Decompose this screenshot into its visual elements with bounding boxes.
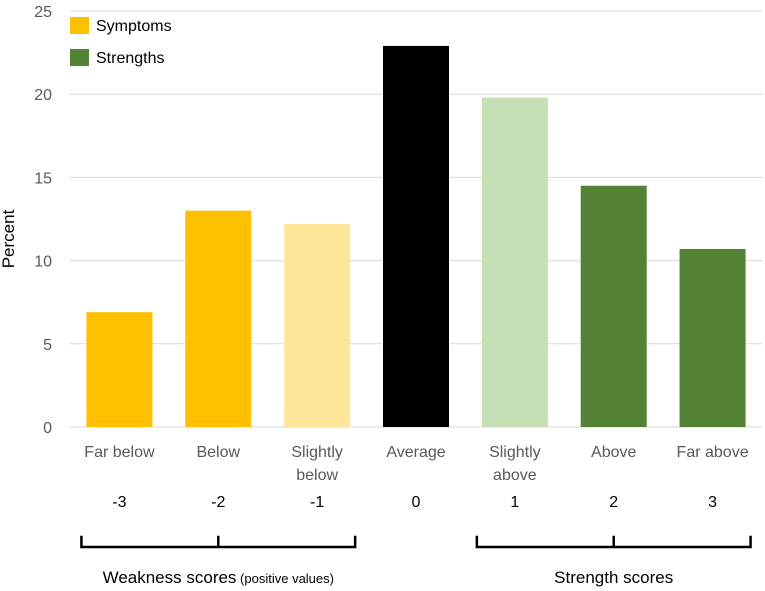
- score-label: 0: [412, 494, 421, 511]
- legend-label: Strengths: [96, 50, 164, 67]
- group-bracket: [80, 535, 357, 549]
- y-axis-ticks: 0 5 10 15 20 25: [34, 4, 52, 437]
- score-label: 2: [609, 494, 618, 511]
- y-axis-label: Percent: [0, 209, 18, 268]
- x-axis-labels: Far below Below Slightly below Average Slight…: [84, 444, 748, 484]
- group-label: Strength scores: [554, 568, 673, 587]
- y-tick-label: 5: [43, 337, 52, 354]
- score-label: -1: [310, 494, 324, 511]
- bar: [86, 312, 153, 427]
- bar: [185, 210, 252, 427]
- group-label: Weakness scores (positive values): [103, 568, 334, 587]
- x-tick-label: Far above: [677, 444, 749, 461]
- y-tick-label: 20: [34, 87, 52, 104]
- legend: Symptoms Strengths: [70, 17, 172, 67]
- score-label: 1: [510, 494, 519, 511]
- y-tick-label: 15: [34, 170, 52, 187]
- x-tick-label: Slightly: [291, 444, 343, 461]
- legend-swatch: [70, 17, 89, 34]
- x-tick-label: Slightly: [489, 444, 541, 461]
- legend-label: Symptoms: [96, 18, 172, 35]
- x-tick-label: Below: [196, 444, 240, 461]
- x-tick-label: Average: [386, 444, 445, 461]
- group-bracket: [475, 535, 752, 549]
- x-tick-label: Above: [591, 444, 636, 461]
- x-tick-label: Far below: [84, 444, 155, 461]
- score-label: 3: [708, 494, 717, 511]
- y-tick-label: 25: [34, 4, 52, 21]
- score-labels: -3 -2 -1 0 1 2 3: [112, 494, 717, 511]
- y-tick-label: 0: [43, 420, 52, 437]
- score-label: -2: [211, 494, 225, 511]
- bars: [86, 45, 746, 427]
- group-brackets: Weakness scores (positive values) Strengt…: [80, 535, 752, 587]
- x-tick-label: below: [296, 467, 338, 484]
- bar: [481, 97, 548, 427]
- legend-swatch: [70, 49, 89, 66]
- x-tick-label: above: [493, 467, 537, 484]
- bar: [580, 185, 647, 427]
- group-sublabel: (positive values): [236, 571, 334, 586]
- bar: [679, 248, 746, 427]
- bar: [383, 45, 449, 427]
- score-label: -3: [112, 494, 126, 511]
- bar: [284, 223, 351, 427]
- y-tick-label: 10: [34, 254, 52, 271]
